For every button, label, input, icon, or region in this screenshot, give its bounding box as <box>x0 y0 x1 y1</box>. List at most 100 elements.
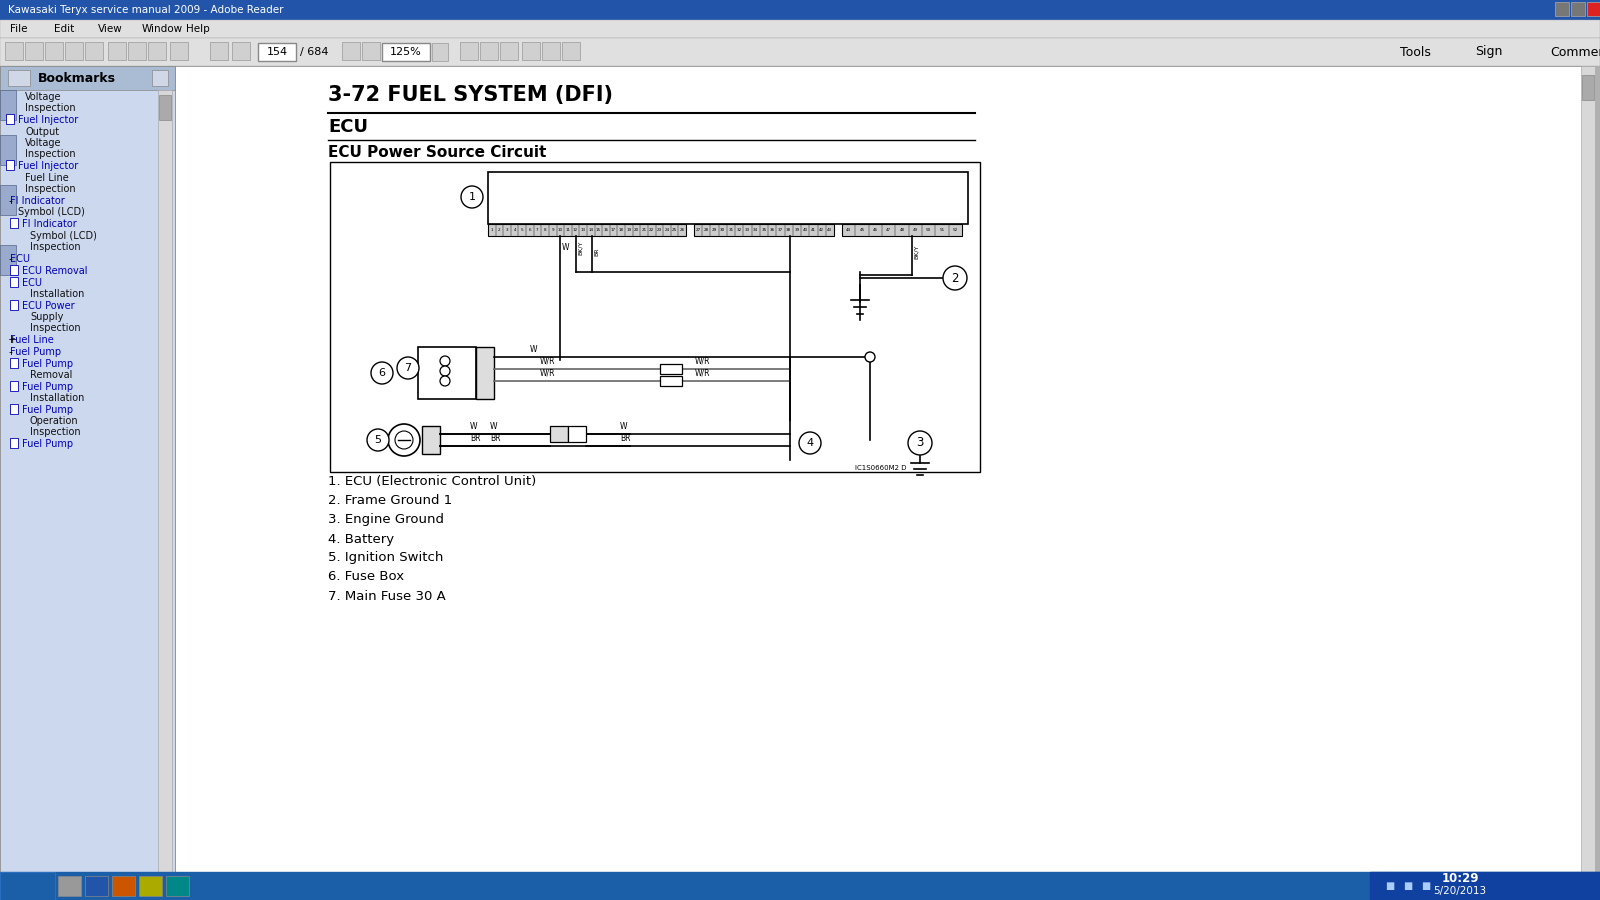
Text: 23: 23 <box>656 228 662 232</box>
Text: 34: 34 <box>754 228 758 232</box>
Text: Voltage: Voltage <box>26 138 61 148</box>
Circle shape <box>866 352 875 362</box>
Bar <box>550 426 568 442</box>
Text: Inspection: Inspection <box>30 323 80 333</box>
Text: Inspection: Inspection <box>30 242 80 252</box>
Text: 3. Engine Ground: 3. Engine Ground <box>328 514 445 526</box>
Text: 9: 9 <box>552 228 554 232</box>
Text: Operation: Operation <box>30 416 78 426</box>
Text: BR: BR <box>594 248 598 256</box>
Bar <box>342 42 360 60</box>
Bar <box>26 42 43 60</box>
Text: 41: 41 <box>811 228 816 232</box>
Text: Window: Window <box>142 24 182 34</box>
Text: 2: 2 <box>952 272 958 284</box>
Bar <box>158 90 173 876</box>
Text: 30: 30 <box>720 228 725 232</box>
Bar <box>0 66 174 90</box>
Bar <box>694 224 834 236</box>
Text: Installation: Installation <box>30 289 85 299</box>
Text: 154: 154 <box>267 47 288 57</box>
Bar <box>477 347 494 399</box>
Text: 4. Battery: 4. Battery <box>328 533 394 545</box>
Text: 37: 37 <box>778 228 782 232</box>
Text: Inspection: Inspection <box>26 103 75 113</box>
Bar <box>568 426 586 442</box>
Text: ■: ■ <box>1403 881 1413 891</box>
Bar <box>6 114 14 124</box>
Bar <box>330 162 979 472</box>
Text: 42: 42 <box>819 228 824 232</box>
Text: 31: 31 <box>728 228 734 232</box>
Bar <box>158 95 171 120</box>
Text: 125%: 125% <box>390 47 422 57</box>
Text: / 684: / 684 <box>301 47 328 57</box>
Text: 3: 3 <box>506 228 509 232</box>
Text: Edit: Edit <box>54 24 74 34</box>
Text: Installation: Installation <box>30 393 85 403</box>
Bar <box>0 90 16 120</box>
Text: 8: 8 <box>544 228 547 232</box>
Text: -: - <box>8 347 13 357</box>
Bar <box>10 277 18 287</box>
Text: Kawasaki Teryx service manual 2009 - Adobe Reader: Kawasaki Teryx service manual 2009 - Ado… <box>8 5 283 15</box>
Text: 39: 39 <box>794 228 800 232</box>
Bar <box>0 20 1600 38</box>
Text: 5. Ignition Switch: 5. Ignition Switch <box>328 552 443 564</box>
Text: 1. ECU (Electronic Control Unit): 1. ECU (Electronic Control Unit) <box>328 475 536 489</box>
Text: W/R: W/R <box>694 357 710 366</box>
Circle shape <box>942 266 966 290</box>
Circle shape <box>440 376 450 386</box>
Text: 15: 15 <box>595 228 602 232</box>
Bar <box>480 42 498 60</box>
Bar <box>10 438 18 448</box>
Bar <box>461 42 478 60</box>
Bar <box>166 876 189 896</box>
Bar <box>1582 75 1594 100</box>
Text: Inspection: Inspection <box>30 427 80 437</box>
Text: 32: 32 <box>736 228 742 232</box>
Bar <box>0 135 16 165</box>
Text: 28: 28 <box>704 228 709 232</box>
Text: 25: 25 <box>672 228 677 232</box>
Bar <box>10 381 18 391</box>
Text: W: W <box>490 422 498 431</box>
Bar <box>85 876 109 896</box>
Circle shape <box>440 356 450 366</box>
Text: ECU Power Source Circuit: ECU Power Source Circuit <box>328 145 546 160</box>
Bar <box>170 42 189 60</box>
Text: Fuel Line: Fuel Line <box>10 335 54 345</box>
Bar <box>418 347 477 399</box>
Bar <box>258 43 296 61</box>
Text: 5: 5 <box>522 228 523 232</box>
Bar <box>432 43 448 61</box>
Circle shape <box>366 429 389 451</box>
Bar <box>85 42 102 60</box>
Text: 11: 11 <box>565 228 571 232</box>
Text: 4: 4 <box>806 438 813 448</box>
Text: 2: 2 <box>498 228 501 232</box>
Text: 6: 6 <box>379 368 386 378</box>
Text: 45: 45 <box>859 228 864 232</box>
Text: 17: 17 <box>611 228 616 232</box>
Text: Removal: Removal <box>30 370 72 380</box>
Text: 12: 12 <box>573 228 578 232</box>
Text: 1: 1 <box>469 192 475 202</box>
Bar <box>109 42 126 60</box>
Text: 38: 38 <box>786 228 792 232</box>
Text: 14: 14 <box>589 228 594 232</box>
Text: 40: 40 <box>803 228 808 232</box>
Text: Output: Output <box>26 127 59 137</box>
Text: 19: 19 <box>626 228 632 232</box>
Text: W/R: W/R <box>694 369 710 378</box>
Text: Symbol (LCD): Symbol (LCD) <box>18 207 85 217</box>
Text: 10: 10 <box>558 228 563 232</box>
Bar <box>488 224 686 236</box>
Bar <box>661 364 682 374</box>
Bar <box>362 42 381 60</box>
Text: Fuel Line: Fuel Line <box>26 173 69 183</box>
Text: FI Indicator: FI Indicator <box>22 219 77 229</box>
Bar <box>152 70 168 86</box>
Text: Fuel Pump: Fuel Pump <box>22 359 74 369</box>
Text: Fuel Injector: Fuel Injector <box>18 161 78 171</box>
